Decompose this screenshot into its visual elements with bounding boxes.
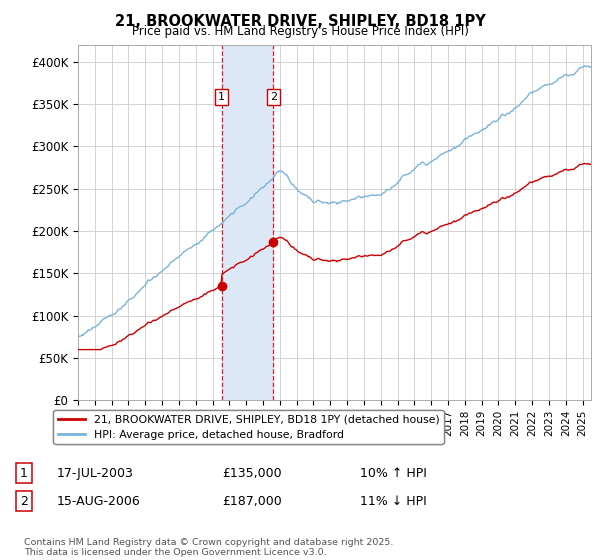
- Text: 17-JUL-2003: 17-JUL-2003: [57, 466, 134, 480]
- Bar: [221, 45, 274, 400]
- Text: £187,000: £187,000: [222, 494, 282, 508]
- Text: Contains HM Land Registry data © Crown copyright and database right 2025.
This d: Contains HM Land Registry data © Crown c…: [24, 538, 394, 557]
- Text: 10% ↑ HPI: 10% ↑ HPI: [360, 466, 427, 480]
- Text: 2: 2: [270, 92, 277, 102]
- Text: 21, BROOKWATER DRIVE, SHIPLEY, BD18 1PY: 21, BROOKWATER DRIVE, SHIPLEY, BD18 1PY: [115, 14, 485, 29]
- Text: 1: 1: [20, 466, 28, 480]
- Text: 15-AUG-2006: 15-AUG-2006: [57, 494, 141, 508]
- Text: 2: 2: [20, 494, 28, 508]
- Text: 11% ↓ HPI: 11% ↓ HPI: [360, 494, 427, 508]
- Text: Price paid vs. HM Land Registry's House Price Index (HPI): Price paid vs. HM Land Registry's House …: [131, 25, 469, 38]
- Text: £135,000: £135,000: [222, 466, 281, 480]
- Text: 1: 1: [218, 92, 225, 102]
- Legend: 21, BROOKWATER DRIVE, SHIPLEY, BD18 1PY (detached house), HPI: Average price, de: 21, BROOKWATER DRIVE, SHIPLEY, BD18 1PY …: [53, 410, 443, 444]
